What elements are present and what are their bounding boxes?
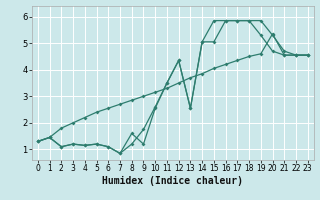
X-axis label: Humidex (Indice chaleur): Humidex (Indice chaleur): [102, 176, 243, 186]
